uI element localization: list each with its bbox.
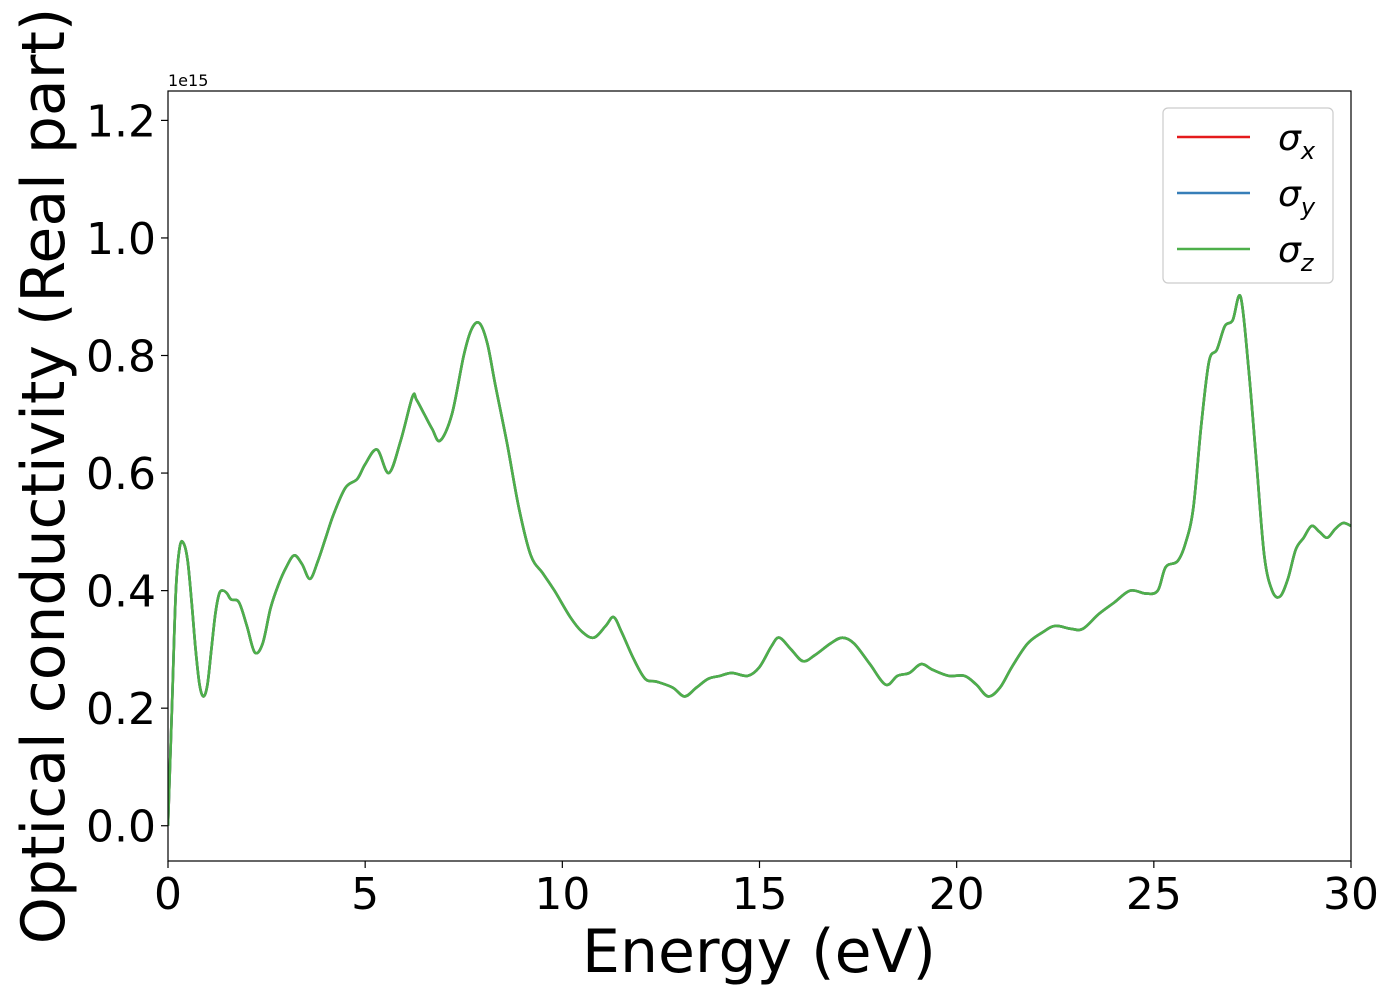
x-tick-label: 25 [1126, 869, 1182, 920]
x-tick-label: 0 [154, 869, 182, 920]
series-line-sigma-z [168, 293, 1351, 826]
y-tick-label: 0.2 [86, 684, 156, 735]
legend-entries: σx σy σz [1177, 118, 1316, 277]
y-offset-label: 1e15 [168, 71, 208, 90]
x-tick-label: 15 [732, 869, 788, 920]
legend-label-sigma-z: σz [1278, 230, 1315, 277]
y-tick-label: 0.0 [86, 802, 156, 853]
x-axis-ticks: 0 5 10 15 20 25 30 [154, 861, 1379, 920]
x-axis-label: Energy (eV) [582, 917, 936, 987]
x-tick-label: 5 [351, 869, 379, 920]
y-tick-label: 1.2 [86, 96, 156, 147]
x-tick-label: 20 [929, 869, 985, 920]
legend: σx σy σz [1162, 107, 1334, 284]
y-axis-ticks: 0.0 0.2 0.4 0.6 0.8 1.0 1.2 [86, 96, 168, 853]
y-tick-label: 0.4 [86, 567, 156, 618]
series-layer [168, 293, 1351, 826]
legend-label-sigma-y: σy [1278, 174, 1316, 221]
x-tick-label: 10 [534, 869, 590, 920]
y-tick-label: 1.0 [86, 214, 156, 265]
x-tick-label: 30 [1323, 869, 1379, 920]
y-axis-label: Optical conductivity (Real part) [9, 8, 79, 945]
y-tick-label: 0.8 [86, 332, 156, 383]
legend-frame [1162, 107, 1334, 284]
legend-label-sigma-x: σx [1278, 118, 1316, 165]
y-tick-label: 0.6 [86, 449, 156, 500]
